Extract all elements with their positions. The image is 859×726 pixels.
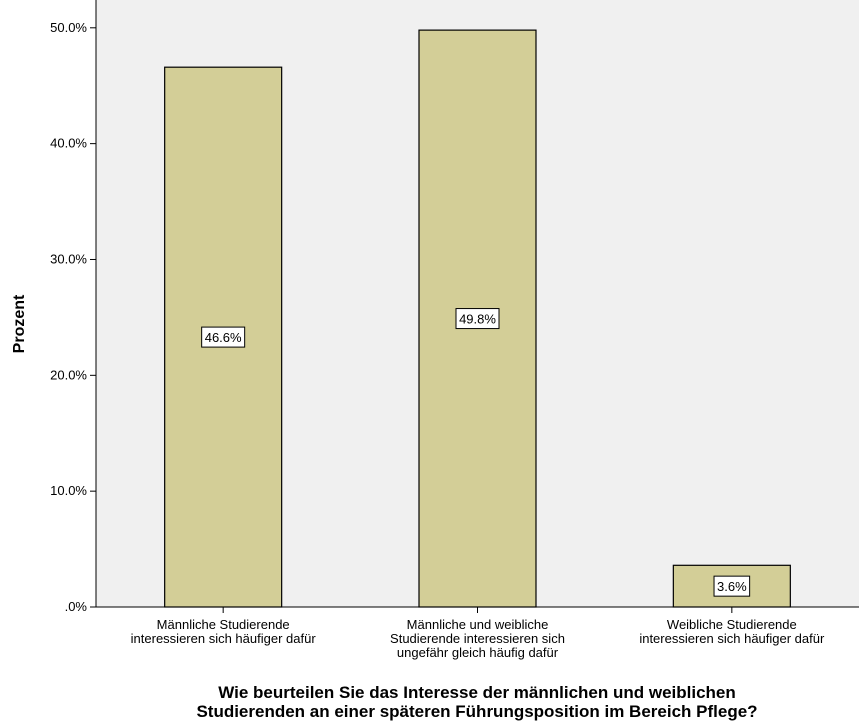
data-label: 3.6% (717, 579, 747, 594)
x-axis-label: Wie beurteilen Sie das Interesse der män… (196, 683, 757, 721)
y-tick-label: 20.0% (50, 367, 87, 382)
y-tick-label: 40.0% (50, 136, 87, 151)
y-axis: .0% 10.0% 20.0% 30.0% 40.0% 50.0% (50, 0, 97, 614)
data-label: 46.6% (205, 330, 242, 345)
x-tick-label: Männliche und weibliche Studierende inter… (390, 617, 565, 660)
x-axis: Männliche Studierende interessieren sich … (96, 606, 859, 660)
y-tick-label: .0% (65, 599, 88, 614)
data-label-box (201, 326, 246, 348)
data-label-box (455, 308, 500, 330)
x-tick-label: Männliche Studierende interessieren sich … (131, 617, 317, 646)
bar (672, 564, 791, 608)
bars-group: 46.6% 49.8% 3.6% (164, 29, 791, 608)
y-tick-label: 50.0% (50, 20, 87, 35)
data-label-box (713, 575, 751, 597)
data-label: 49.8% (459, 312, 496, 327)
y-tick-label: 10.0% (50, 483, 87, 498)
y-tick-label: 30.0% (50, 251, 87, 266)
y-axis-label: Prozent (11, 294, 28, 353)
x-tick-label: Weibliche Studierende interessieren sich … (639, 617, 825, 646)
